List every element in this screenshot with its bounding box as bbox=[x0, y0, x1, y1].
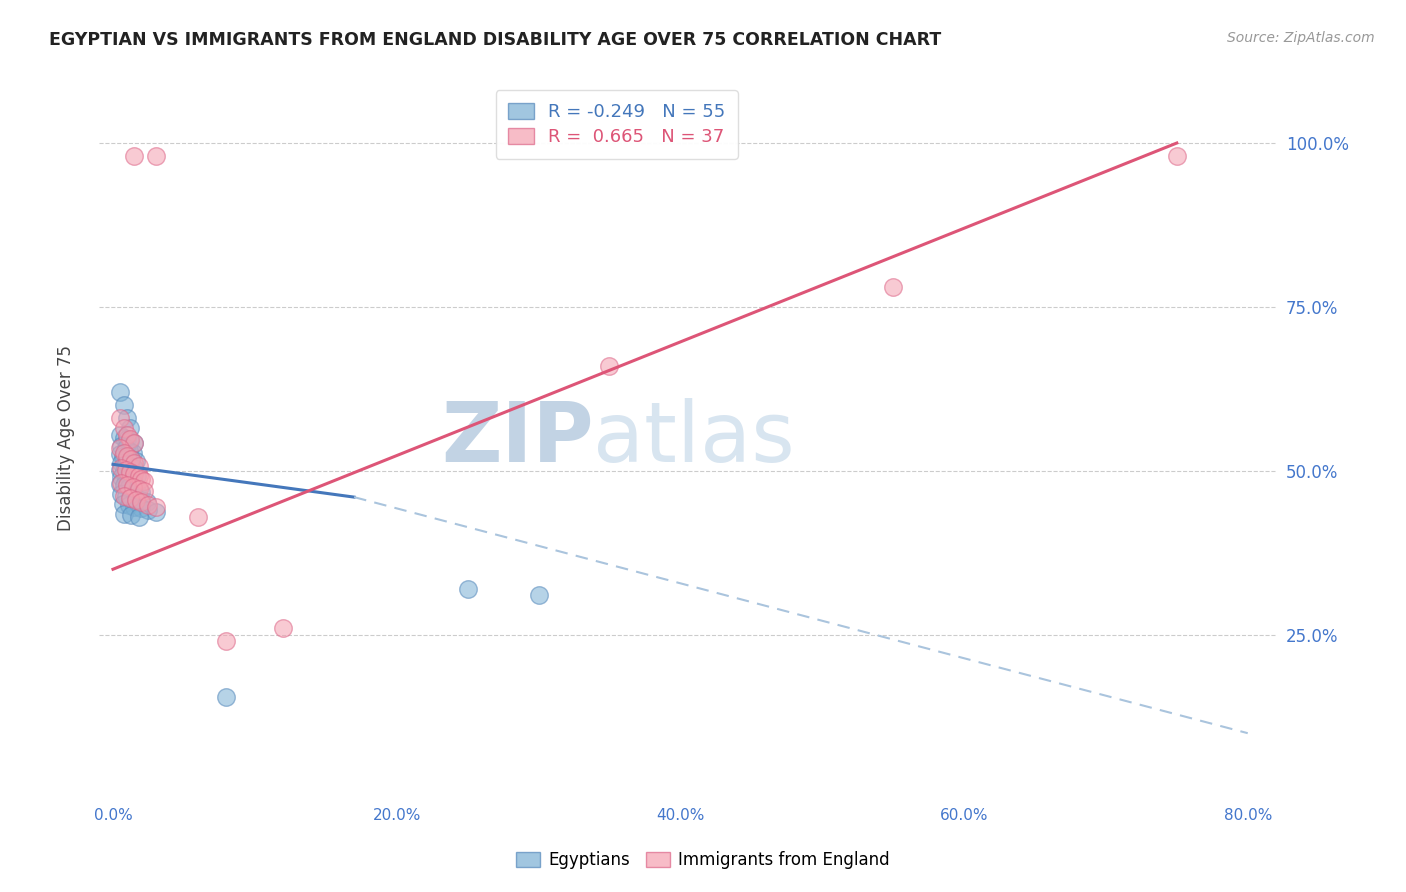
Legend: Egyptians, Immigrants from England: Egyptians, Immigrants from England bbox=[506, 841, 900, 880]
Point bbox=[112, 445, 135, 459]
Point bbox=[145, 149, 167, 163]
Point bbox=[138, 503, 160, 517]
Point bbox=[118, 421, 141, 435]
Point bbox=[110, 487, 132, 501]
Point bbox=[122, 436, 145, 450]
Point bbox=[122, 460, 145, 475]
Text: atlas: atlas bbox=[593, 398, 794, 479]
Point bbox=[128, 469, 150, 483]
Point bbox=[112, 507, 135, 521]
Point bbox=[122, 475, 145, 490]
Point bbox=[117, 444, 139, 458]
Point bbox=[124, 454, 146, 468]
Point bbox=[120, 490, 142, 504]
Point bbox=[127, 469, 149, 483]
Point bbox=[114, 472, 136, 486]
Point bbox=[124, 491, 146, 506]
Point bbox=[112, 398, 135, 412]
Point bbox=[115, 478, 138, 492]
Point bbox=[187, 509, 209, 524]
Point bbox=[118, 433, 141, 447]
Point bbox=[115, 427, 138, 442]
Point bbox=[115, 450, 138, 465]
Point bbox=[110, 460, 132, 475]
Point bbox=[112, 489, 135, 503]
Point bbox=[117, 465, 139, 479]
Point bbox=[114, 462, 136, 476]
Point bbox=[118, 458, 141, 473]
Point bbox=[108, 441, 131, 455]
Point bbox=[120, 452, 142, 467]
Point bbox=[122, 456, 145, 470]
Point bbox=[131, 493, 153, 508]
Point bbox=[271, 621, 294, 635]
Point bbox=[108, 477, 131, 491]
Point bbox=[127, 483, 149, 498]
Point bbox=[134, 483, 156, 498]
Point bbox=[121, 482, 143, 496]
Point bbox=[110, 470, 132, 484]
Point bbox=[114, 458, 136, 472]
Point bbox=[108, 385, 131, 400]
Point bbox=[112, 421, 135, 435]
Point bbox=[215, 634, 238, 648]
Point bbox=[111, 450, 134, 464]
Point bbox=[128, 509, 150, 524]
Point bbox=[108, 411, 131, 425]
Point bbox=[215, 690, 238, 705]
Point bbox=[111, 497, 134, 511]
Point bbox=[598, 359, 620, 373]
Point bbox=[457, 582, 479, 596]
Point bbox=[1166, 149, 1188, 163]
Point bbox=[110, 475, 132, 490]
Legend: R = -0.249   N = 55, R =  0.665   N = 37: R = -0.249 N = 55, R = 0.665 N = 37 bbox=[496, 90, 738, 159]
Y-axis label: Disability Age Over 75: Disability Age Over 75 bbox=[58, 345, 75, 531]
Point bbox=[527, 589, 550, 603]
Point bbox=[122, 467, 145, 482]
Point bbox=[108, 448, 131, 462]
Point bbox=[882, 280, 904, 294]
Point bbox=[110, 456, 132, 470]
Point bbox=[115, 433, 138, 447]
Point bbox=[112, 431, 135, 445]
Point bbox=[131, 484, 153, 499]
Point bbox=[117, 480, 139, 494]
Point bbox=[145, 500, 167, 514]
Point bbox=[120, 452, 142, 467]
Point bbox=[118, 474, 141, 488]
Point bbox=[108, 462, 131, 476]
Point bbox=[108, 427, 131, 442]
Point bbox=[131, 495, 153, 509]
Point bbox=[118, 465, 141, 479]
Point bbox=[136, 494, 159, 508]
Point bbox=[118, 491, 141, 506]
Point bbox=[114, 441, 136, 455]
Point bbox=[120, 508, 142, 523]
Point bbox=[121, 480, 143, 494]
Point bbox=[117, 498, 139, 512]
Point bbox=[145, 504, 167, 518]
Point bbox=[115, 411, 138, 425]
Text: EGYPTIAN VS IMMIGRANTS FROM ENGLAND DISABILITY AGE OVER 75 CORRELATION CHART: EGYPTIAN VS IMMIGRANTS FROM ENGLAND DISA… bbox=[49, 31, 942, 49]
Point bbox=[134, 474, 156, 488]
Point bbox=[121, 445, 143, 459]
Point bbox=[115, 450, 138, 464]
Point bbox=[131, 501, 153, 516]
Point bbox=[118, 434, 141, 449]
Text: ZIP: ZIP bbox=[440, 398, 593, 479]
Point bbox=[131, 472, 153, 486]
Point bbox=[138, 498, 160, 512]
Point bbox=[122, 436, 145, 450]
Point bbox=[114, 489, 136, 503]
Point bbox=[122, 149, 145, 163]
Text: Source: ZipAtlas.com: Source: ZipAtlas.com bbox=[1227, 31, 1375, 45]
Point bbox=[128, 482, 150, 496]
Point bbox=[128, 458, 150, 473]
Point bbox=[110, 439, 132, 453]
Point bbox=[121, 467, 143, 482]
Point bbox=[112, 478, 135, 492]
Point bbox=[112, 464, 135, 478]
Point bbox=[122, 500, 145, 514]
Point bbox=[124, 493, 146, 508]
